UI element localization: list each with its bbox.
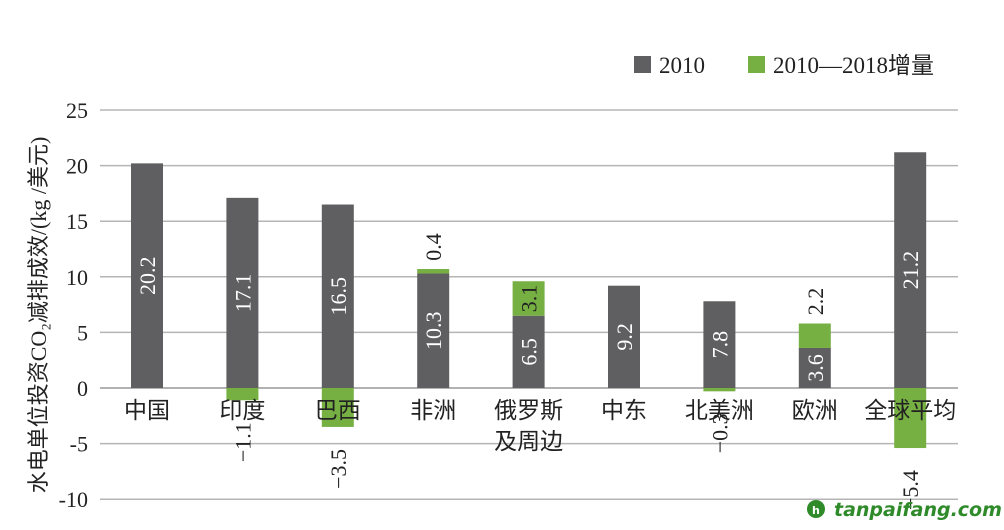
gridlines: -10 -5 0 5 10 15 20 25 (59, 98, 958, 512)
bar-2010 (131, 163, 163, 388)
y-tick-label: -10 (59, 487, 88, 512)
bar-2010 (512, 315, 545, 388)
category-label: 北美洲 (685, 398, 754, 423)
category-label: 中国 (124, 398, 170, 423)
value-label-increment: 2.2 (803, 288, 828, 316)
leaf-logo-icon (807, 500, 825, 518)
bar-increment (894, 388, 927, 449)
y-tick-label: 10 (66, 265, 88, 290)
category-label: 全球平均 (864, 398, 956, 423)
value-label-increment: −3.5 (326, 449, 351, 489)
bar-2010 (321, 204, 354, 388)
svg-text:h: h (812, 504, 820, 517)
value-label-2010: 16.5 (326, 277, 351, 316)
bar-2010 (226, 197, 259, 388)
category-label: 欧洲 (792, 398, 838, 423)
value-labels: 20.2 17.1 −1.1 16.5 −3.5 10.3 0.4 6.5 3.1 9.2 7.8 −… (135, 233, 923, 510)
value-label-2010: 3.6 (803, 354, 828, 382)
value-label-increment: −0.3 (707, 413, 732, 453)
y-tick-label: 0 (77, 376, 88, 401)
value-label-increment: −5.4 (898, 470, 923, 510)
value-label-2010: 7.8 (707, 331, 732, 359)
bar-increment (321, 388, 354, 427)
value-label-increment: 3.1 (517, 285, 542, 313)
y-tick-label: 25 (66, 98, 88, 123)
bar-increment (226, 388, 259, 401)
legend-label-2010: 2010 (659, 53, 705, 78)
watermark-text: tanpaifang.com (834, 499, 1002, 521)
bar-2010 (894, 152, 927, 388)
bar-2010 (798, 347, 831, 388)
category-label: 及周边 (494, 429, 563, 454)
y-tick-label: 15 (66, 209, 88, 234)
category-label: 俄罗斯 (494, 398, 563, 423)
bar-increment (798, 323, 831, 348)
value-label-2010: 10.3 (421, 311, 446, 350)
bar-increment (512, 281, 545, 316)
value-label-2010: 20.2 (135, 256, 160, 295)
y-axis-label: 水电单位投资CO₂减排成效/(kg /美元) (26, 137, 51, 494)
legend-swatch-2010 (634, 56, 651, 73)
y-tick-label: -5 (70, 432, 88, 457)
value-label-2010: 9.2 (612, 323, 637, 351)
y-tick-label: 5 (77, 320, 88, 345)
category-label: 非洲 (410, 398, 456, 423)
value-label-2010: 6.5 (517, 338, 542, 366)
bars (131, 152, 927, 449)
y-tick-label: 20 (66, 154, 88, 179)
category-label: 中东 (601, 398, 647, 423)
watermark: h tanpaifang.com (807, 499, 1002, 521)
category-label: 印度 (219, 398, 265, 423)
bar-2010 (608, 285, 640, 388)
bar-2010 (703, 301, 736, 388)
value-label-increment: −1.1 (230, 422, 255, 462)
legend: 2010 2010—2018增量 (634, 53, 934, 78)
legend-label-increment: 2010—2018增量 (773, 53, 934, 78)
value-label-increment: 0.4 (421, 233, 446, 260)
category-label: 巴西 (315, 398, 361, 423)
bar-increment (703, 388, 736, 392)
bar-increment (417, 269, 450, 274)
value-label-2010: 21.2 (898, 251, 923, 290)
value-label-2010: 17.1 (230, 274, 255, 313)
bar-2010 (417, 273, 450, 388)
legend-swatch-increment (748, 56, 765, 73)
